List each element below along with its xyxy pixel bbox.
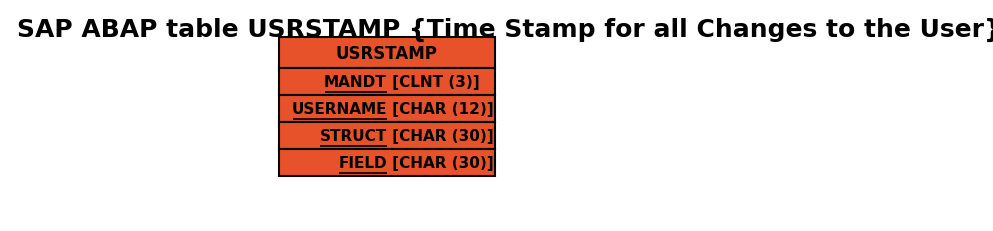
Text: [CHAR (30)]: [CHAR (30)] <box>387 155 494 170</box>
Text: FIELD: FIELD <box>339 155 387 170</box>
Text: [CLNT (3)]: [CLNT (3)] <box>387 75 480 90</box>
Text: STRUCT: STRUCT <box>320 129 387 143</box>
Text: USRSTAMP: USRSTAMP <box>336 44 438 62</box>
FancyBboxPatch shape <box>279 69 496 96</box>
Text: USERNAME: USERNAME <box>291 102 387 117</box>
Text: SAP ABAP table USRSTAMP {Time Stamp for all Changes to the User}: SAP ABAP table USRSTAMP {Time Stamp for … <box>17 17 993 41</box>
Text: MANDT: MANDT <box>324 75 387 90</box>
FancyBboxPatch shape <box>279 123 496 149</box>
Text: [CHAR (12)]: [CHAR (12)] <box>387 102 494 117</box>
FancyBboxPatch shape <box>279 96 496 123</box>
Text: [CHAR (30)]: [CHAR (30)] <box>387 129 494 143</box>
FancyBboxPatch shape <box>279 149 496 176</box>
FancyBboxPatch shape <box>279 38 496 69</box>
